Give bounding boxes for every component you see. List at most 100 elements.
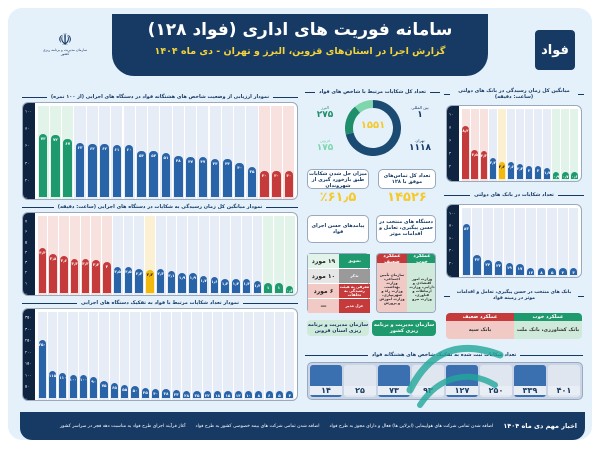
- y-tick-label: ۶۰: [449, 235, 454, 241]
- news-item: آغاز فرآیند اجرای طرح فواد به مناسبت دهه…: [59, 423, 186, 429]
- bar: ۱٫۷: [544, 167, 551, 179]
- bar: ۶۵: [110, 382, 118, 398]
- bar: ۶۰: [124, 145, 134, 197]
- outcome-label: تذکر: [339, 269, 370, 283]
- bar-column-bg: [274, 216, 284, 295]
- bar: ۵۴: [137, 150, 146, 197]
- bar-column-bg: [172, 106, 184, 199]
- bar: ۶۷: [63, 139, 72, 197]
- bar: ۸: [255, 391, 263, 398]
- response-time-chart: ۰ ۱ ۲ ۳ ۴ ۵ ۶ ۷ ۴٫۴ ۳٫۸ ۳٫۶ ۳٫۳ ۳٫۳ ۳٫۲ ۳ ۲٫۵ ۲٫۵ ۲٫۳ ۲٫۲ ۲…: [22, 212, 298, 296]
- bar-column-bg: [252, 216, 263, 295]
- logo-text: فواد: [541, 42, 569, 58]
- chart5-title: تعداد شکایات در بانک های دولتی: [444, 192, 584, 198]
- bar-column-bg: [536, 208, 547, 277]
- legend-value: ۲۷۵: [316, 110, 334, 120]
- bar: ۴۰: [152, 388, 160, 398]
- bar: ۴۷: [198, 156, 208, 197]
- bar: ۳٫۲: [489, 158, 496, 179]
- news-item: اضافه شدن تمامی شرکت های بیمه خصوصی کشور…: [195, 423, 320, 429]
- bar: ۲۸: [183, 391, 191, 398]
- indicator-value-cell: ۲۵۰: [480, 365, 512, 397]
- legend-value: ۱۷۵: [316, 143, 334, 153]
- bar: ۷۵: [100, 380, 108, 398]
- bar: ۲۴: [484, 260, 492, 275]
- bar: ۱۱۰: [59, 372, 67, 398]
- y-tick-label: ۱۰: [449, 111, 454, 117]
- bar: ۱۰۰: [79, 374, 88, 398]
- bar-column-bg: [184, 106, 197, 199]
- bar-column-bg: [223, 312, 233, 400]
- bar: ۱٫۹: [178, 273, 186, 293]
- bar-column-bg: [91, 216, 101, 295]
- bar-column-bg: [283, 106, 295, 199]
- bar-column-bg: [570, 109, 579, 181]
- bar: ۷۳: [38, 134, 48, 197]
- bar: ۴۴: [223, 159, 232, 197]
- indicator-value: ۱۴: [310, 386, 342, 395]
- bar: ۳۸: [162, 389, 170, 398]
- y-tick-label: ۰: [449, 272, 452, 278]
- y-tick-label: ۱۰۰: [25, 108, 32, 114]
- bar-column-bg: [166, 216, 177, 295]
- fava-logo: فواد: [535, 30, 575, 70]
- y-tick-label: ۰: [25, 194, 28, 200]
- outcome-label: تشویق: [339, 254, 370, 268]
- y-axis: ۰ ۲۰ ۴۰ ۶۰ ۸۰ ۱۰۰: [23, 103, 35, 199]
- bar: ۱۹: [505, 263, 514, 275]
- bar-column-bg: [270, 106, 283, 199]
- resolved-label: میزان حل شدن شکایات طبق بازخورد گیری از …: [307, 169, 369, 189]
- bar: ۵۴: [149, 150, 158, 197]
- bar: ۲٫۳: [135, 269, 143, 293]
- bar-column-bg: [231, 216, 241, 295]
- y-tick-label: ۲۵۰: [25, 337, 32, 343]
- outcome-label: عزل مدیر: [339, 299, 370, 313]
- bar: ۱٫۹: [189, 273, 197, 293]
- donut-slice: [345, 100, 401, 156]
- bar: ۲٫۲: [146, 270, 154, 293]
- bar: ۳۰: [272, 171, 281, 197]
- bar: ۵۵: [121, 385, 129, 398]
- bar: ۲۳: [494, 260, 503, 275]
- y-axis: ۰ ۱ ۲ ۳ ۴ ۵ ۶ ۷: [23, 213, 35, 295]
- y-tick-label: ۴: [449, 150, 452, 156]
- legend-value: ۱۱۱۸: [409, 143, 431, 153]
- y-tick-label: ۲۰: [25, 177, 30, 183]
- bar-column-bg: [497, 109, 506, 181]
- bar-column-bg: [263, 216, 273, 295]
- banks-selected-table: عملکرد ضعیف عملکرد خوب بانک سپه بانک کشا…: [446, 313, 582, 339]
- header-banner: سامانه فوریت های اداری (فواد ۱۲۸) گزارش …: [112, 14, 488, 76]
- national-org: سازمان مدیریت و برنامه ریزی کشور: [372, 320, 436, 336]
- bank-response-time-chart: ۰ ۲ ۴ ۶ ۸ ۱۰ ۸٫۲ ۴٫۵ ۴٫۳ ۳٫۲ ۲٫۶ ۲٫۶ ۲٫۳ ۲ ۲ ۱٫۷ ۰٫۹ ۰٫۷ ۰…: [446, 105, 582, 182]
- bar: ۱۲: [526, 267, 535, 275]
- bank-weak-list: بانک سپه: [446, 321, 514, 339]
- bar: ۱۵: [224, 391, 232, 398]
- y-tick-label: ۵۰: [25, 383, 30, 389]
- complaints-donut-chart: [345, 100, 401, 156]
- legend-international: بین المللی ۱: [405, 105, 435, 120]
- legend-value: ۱: [417, 110, 423, 120]
- bar: ۱٫۴: [242, 278, 251, 293]
- bar: ۲: [534, 166, 542, 179]
- bar-column-bg: [209, 216, 220, 295]
- bar-column-bg: [258, 106, 270, 199]
- bar: ۳٫۲: [92, 260, 100, 293]
- bar: ۲٫۳: [516, 164, 524, 179]
- y-tick-label: ۰: [25, 290, 28, 296]
- bar: ۱۰۰: [69, 374, 77, 398]
- bar: ۳۳: [473, 254, 481, 275]
- bar: ۶۲: [87, 143, 97, 197]
- bar-column-bg: [177, 216, 187, 295]
- bar: ۲٫۳: [156, 269, 165, 293]
- donut-slice: [345, 106, 361, 135]
- chart4-title: میانگین کل زمان رسیدگی در بانک های دولتی…: [444, 88, 584, 100]
- bar-column-bg: [525, 109, 534, 181]
- bar-column-bg: [155, 216, 166, 295]
- indicator-value: ۲۵: [344, 386, 376, 395]
- bar-column-bg: [558, 208, 568, 277]
- bar: ۷۲: [51, 135, 60, 197]
- banks-selected-title: بانک های منتخب در حسن پیگیری، تعامل و اق…: [444, 290, 584, 302]
- bar-column-bg: [525, 208, 536, 277]
- bar: ۱: [275, 282, 283, 293]
- bar-column-bg: [233, 312, 243, 400]
